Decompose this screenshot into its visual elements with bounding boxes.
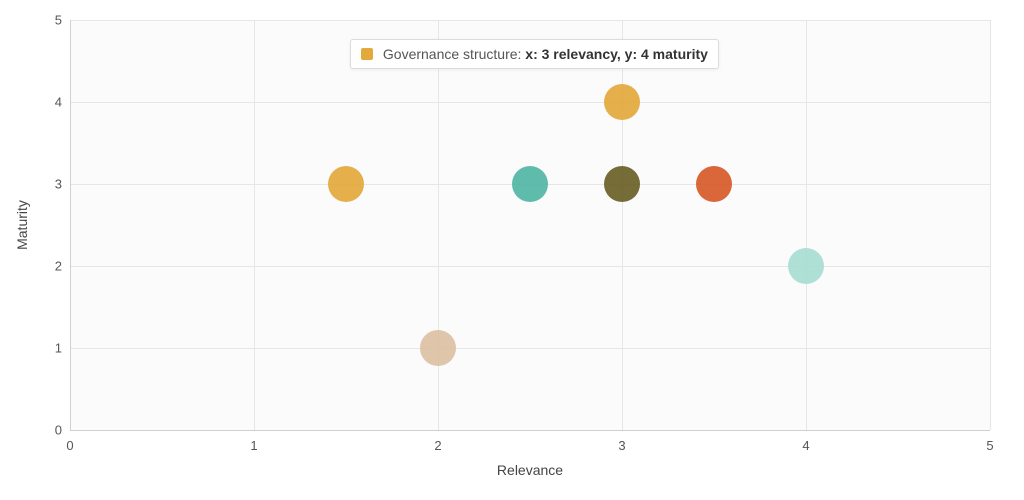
x-tick-label: 1 bbox=[250, 438, 257, 453]
y-axis-title: Maturity bbox=[14, 200, 30, 250]
data-point[interactable] bbox=[328, 166, 364, 202]
x-tick-label: 5 bbox=[986, 438, 993, 453]
plot-area bbox=[70, 20, 990, 430]
data-point[interactable] bbox=[512, 166, 548, 202]
data-point[interactable] bbox=[696, 166, 732, 202]
gridline-horizontal bbox=[70, 266, 990, 267]
gridline-vertical bbox=[990, 20, 991, 430]
x-tick-label: 3 bbox=[618, 438, 625, 453]
y-tick-label: 2 bbox=[48, 259, 62, 274]
gridline-vertical bbox=[622, 20, 623, 430]
data-point[interactable] bbox=[604, 166, 640, 202]
data-point[interactable] bbox=[420, 330, 456, 366]
tooltip-series-name: Governance structure: bbox=[383, 46, 522, 62]
gridline-vertical bbox=[254, 20, 255, 430]
gridline-vertical bbox=[438, 20, 439, 430]
gridline-horizontal bbox=[70, 102, 990, 103]
data-point[interactable] bbox=[788, 248, 824, 284]
axis-line-left bbox=[70, 20, 71, 430]
x-axis-title: Relevance bbox=[497, 462, 563, 478]
gridline-vertical bbox=[806, 20, 807, 430]
scatter-chart: Maturity Relevance Governance structure:… bbox=[0, 0, 1024, 500]
x-tick-label: 0 bbox=[66, 438, 73, 453]
gridline-horizontal bbox=[70, 348, 990, 349]
y-tick-label: 0 bbox=[48, 423, 62, 438]
gridline-horizontal bbox=[70, 20, 990, 21]
data-point[interactable] bbox=[604, 84, 640, 120]
x-tick-label: 4 bbox=[802, 438, 809, 453]
y-tick-label: 1 bbox=[48, 341, 62, 356]
y-tick-label: 3 bbox=[48, 177, 62, 192]
tooltip-swatch-icon bbox=[361, 48, 373, 60]
y-tick-label: 5 bbox=[48, 13, 62, 28]
tooltip-values: x: 3 relevancy, y: 4 maturity bbox=[525, 46, 708, 62]
y-tick-label: 4 bbox=[48, 95, 62, 110]
x-tick-label: 2 bbox=[434, 438, 441, 453]
axis-line-bottom bbox=[70, 430, 990, 431]
chart-tooltip: Governance structure: x: 3 relevancy, y:… bbox=[350, 39, 719, 69]
